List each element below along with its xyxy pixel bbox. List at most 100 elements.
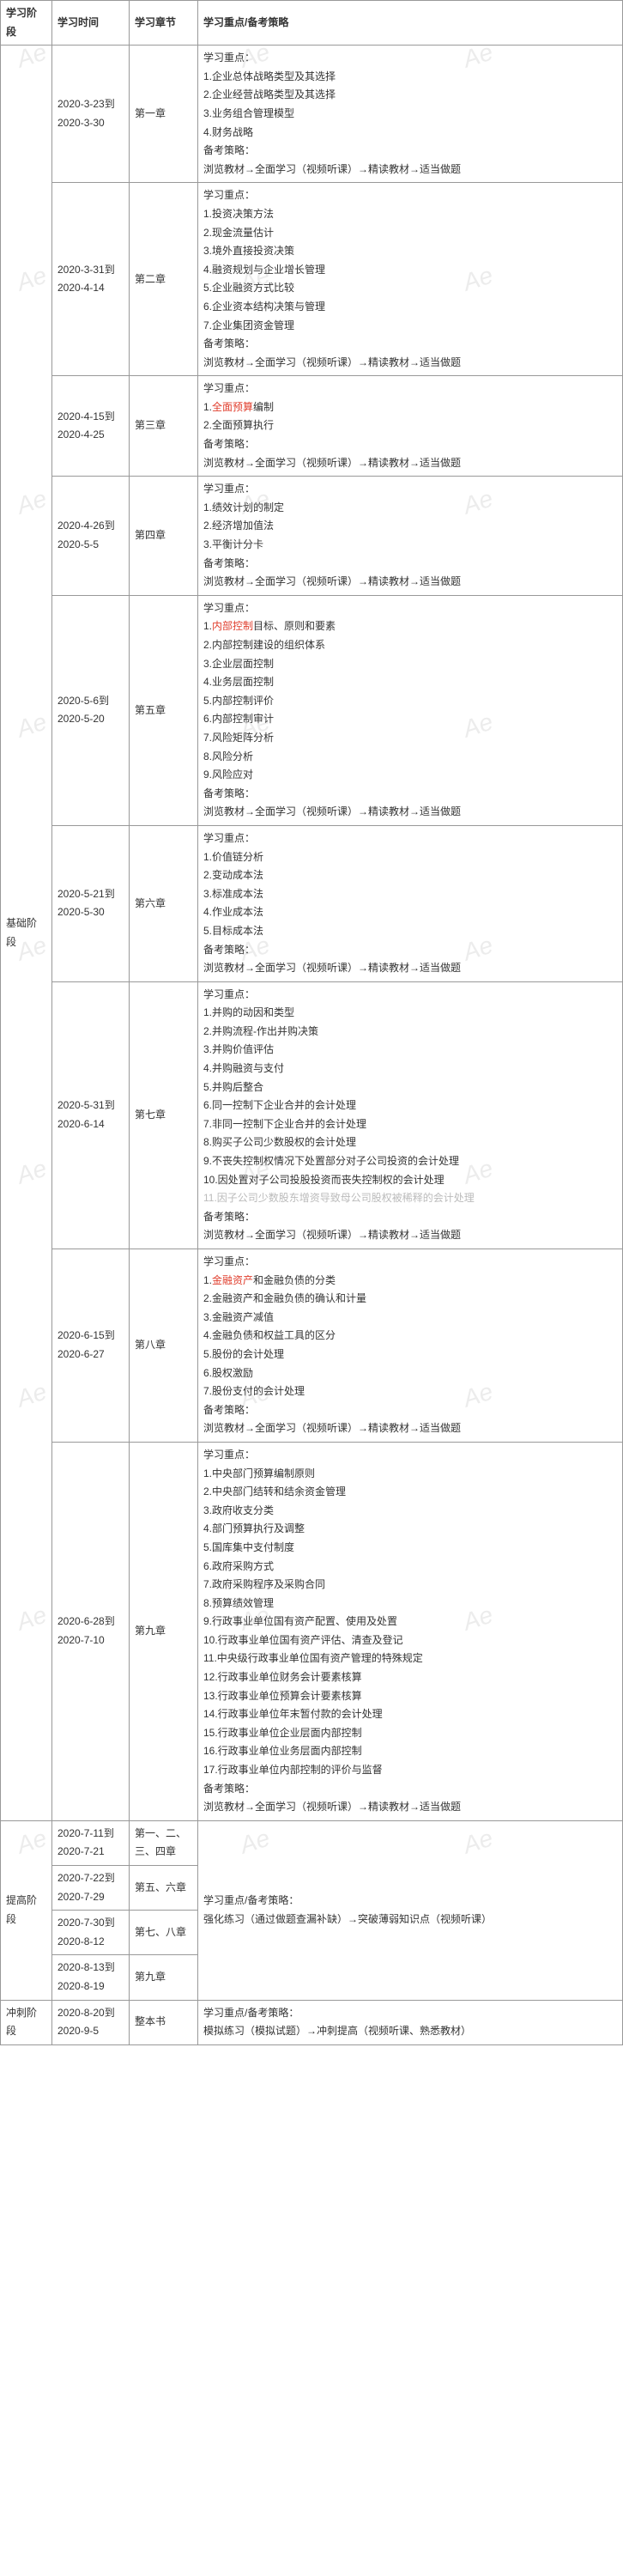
content-point: 9.行政事业单位国有资产配置、使用及处置 — [203, 1613, 617, 1631]
strategy-label: 备考策略： — [203, 435, 617, 454]
time-cell: 2020-3-23到2020-3-30 — [52, 46, 130, 183]
content-point: 5.国库集中支付制度 — [203, 1539, 617, 1558]
strategy-label: 备考策略： — [203, 941, 617, 960]
strategy-label: 备考策略： — [203, 785, 617, 804]
content-point: 6.企业资本结构决策与管理 — [203, 298, 617, 317]
content-cell: 学习重点：1.企业总体战略类型及其选择2.企业经营战略类型及其选择3.业务组合管… — [198, 46, 623, 183]
time-cell: 2020-3-31到2020-4-14 — [52, 183, 130, 376]
content-point: 1.企业总体战略类型及其选择 — [203, 68, 617, 87]
table-row: 2020-5-31到2020-6-14第七章学习重点：1.并购的动因和类型2.并… — [1, 981, 623, 1249]
content-point: 1.绩效计划的制定 — [203, 499, 617, 518]
content-point: 1.内部控制目标、原则和要素 — [203, 617, 617, 636]
content-cell: 学习重点：1.中央部门预算编制原则2.中央部门结转和结余资金管理3.政府收支分类… — [198, 1442, 623, 1820]
content-point: 8.预算绩效管理 — [203, 1595, 617, 1613]
content-point: 1.投资决策方法 — [203, 205, 617, 224]
content-point: 6.同一控制下企业合并的会计处理 — [203, 1097, 617, 1115]
header-stage: 学习阶段 — [1, 1, 52, 46]
time-cell: 2020-7-22到2020-7-29 — [52, 1866, 130, 1911]
strategy-text: 浏览教材→全面学习（视频听课）→精读教材→适当做题 — [203, 1798, 617, 1817]
strategy-label: 备考策略： — [203, 335, 617, 354]
content-point: 14.行政事业单位年末暂付款的会计处理 — [203, 1705, 617, 1724]
content-point: 1.金融资产和金融负债的分类 — [203, 1272, 617, 1291]
content-point: 3.业务组合管理模型 — [203, 105, 617, 124]
content-point: 7.风险矩阵分析 — [203, 729, 617, 748]
table-row: 基础阶段2020-3-23到2020-3-30第一章学习重点：1.企业总体战略类… — [1, 46, 623, 183]
content-cell: 学习重点：1.内部控制目标、原则和要素2.内部控制建设的组织体系3.企业层面控制… — [198, 595, 623, 825]
time-cell: 2020-7-30到2020-8-12 — [52, 1911, 130, 1955]
content-point: 10.因处置对子公司投股投资而丧失控制权的会计处理 — [203, 1171, 617, 1190]
strategy-label: 备考策略： — [203, 142, 617, 161]
content-point: 2.经济增加值法 — [203, 517, 617, 536]
table-row: 2020-4-26到2020-5-5第四章学习重点：1.绩效计划的制定2.经济增… — [1, 477, 623, 596]
table-row: 2020-6-15到2020-6-27第八章学习重点：1.金融资产和金融负债的分… — [1, 1249, 623, 1443]
strategy-label: 备考策略： — [203, 1780, 617, 1799]
content-point: 16.行政事业单位业务层面内部控制 — [203, 1742, 617, 1761]
time-cell: 2020-6-28到2020-7-10 — [52, 1442, 130, 1820]
chapter-cell: 第八章 — [130, 1249, 198, 1443]
time-cell: 2020-8-20到2020-9-5 — [52, 2000, 130, 2044]
table-row: 2020-5-21到2020-5-30第六章学习重点：1.价值链分析2.变动成本… — [1, 825, 623, 981]
header-time: 学习时间 — [52, 1, 130, 46]
strategy-text: 浏览教材→全面学习（视频听课）→精读教材→适当做题 — [203, 454, 617, 473]
strategy-text: 浏览教材→全面学习（视频听课）→精读教材→适当做题 — [203, 161, 617, 179]
content-point: 1.并购的动因和类型 — [203, 1004, 617, 1023]
content-lead: 学习重点： — [203, 49, 617, 68]
strategy-label: 备考策略： — [203, 555, 617, 574]
content-point: 5.目标成本法 — [203, 922, 617, 941]
study-plan-table: 学习阶段 学习时间 学习章节 学习重点/备考策略 基础阶段2020-3-23到2… — [0, 0, 623, 2045]
content-lead: 学习重点： — [203, 1446, 617, 1465]
emphasis: 全面预算 — [212, 401, 253, 413]
stage-cell: 冲刺阶段 — [1, 2000, 52, 2044]
content-point: 2.内部控制建设的组织体系 — [203, 636, 617, 655]
strategy-text: 浏览教材→全面学习（视频听课）→精读教材→适当做题 — [203, 354, 617, 373]
strategy-label: 备考策略： — [203, 1208, 617, 1227]
content-point: 3.标准成本法 — [203, 885, 617, 904]
emphasis: 内部控制 — [212, 620, 253, 632]
content-point: 2.中央部门结转和结余资金管理 — [203, 1483, 617, 1502]
content-point: 7.政府采购程序及采购合同 — [203, 1576, 617, 1595]
table-row: 2020-6-28到2020-7-10第九章学习重点：1.中央部门预算编制原则2… — [1, 1442, 623, 1820]
chapter-cell: 第七章 — [130, 981, 198, 1249]
content-lead: 学习重点： — [203, 380, 617, 398]
content-cell: 学习重点/备考策略：模拟练习（模拟试题）→冲刺提高（视频听课、熟悉教材） — [198, 2000, 623, 2044]
emphasis: 金融资产 — [212, 1274, 253, 1286]
content-point: 4.金融负债和权益工具的区分 — [203, 1327, 617, 1346]
content-cell: 学习重点：1.并购的动因和类型2.并购流程-作出并购决策3.并购价值评估4.并购… — [198, 981, 623, 1249]
content-cell: 学习重点：1.金融资产和金融负债的分类2.金融资产和金融负债的确认和计量3.金融… — [198, 1249, 623, 1443]
content-point: 3.企业层面控制 — [203, 655, 617, 674]
strategy-label: 备考策略： — [203, 1401, 617, 1420]
chapter-cell: 第九章 — [130, 1442, 198, 1820]
content-point: 7.企业集团资金管理 — [203, 317, 617, 336]
strategy-text: 浏览教材→全面学习（视频听课）→精读教材→适当做题 — [203, 1226, 617, 1245]
header-content: 学习重点/备考策略 — [198, 1, 623, 46]
content-point: 12.行政事业单位财务会计要素核算 — [203, 1668, 617, 1687]
content-lead: 学习重点： — [203, 186, 617, 205]
content-point: 2.金融资产和金融负债的确认和计量 — [203, 1290, 617, 1309]
table-row: 提高阶段2020-7-11到2020-7-21第一、二、三、四章学习重点/备考策… — [1, 1820, 623, 1865]
table-row: 冲刺阶段2020-8-20到2020-9-5整本书学习重点/备考策略：模拟练习（… — [1, 2000, 623, 2044]
content-point: 9.风险应对 — [203, 766, 617, 785]
content-point: 1.全面预算编制 — [203, 398, 617, 417]
content-lead: 学习重点： — [203, 1253, 617, 1272]
content-lead: 学习重点/备考策略： — [203, 2004, 617, 2023]
strategy-text: 浏览教材→全面学习（视频听课）→精读教材→适当做题 — [203, 1419, 617, 1438]
content-point: 4.作业成本法 — [203, 903, 617, 922]
content-point: 15.行政事业单位企业层面内部控制 — [203, 1724, 617, 1743]
content-point: 3.并购价值评估 — [203, 1041, 617, 1060]
chapter-cell: 第一章 — [130, 46, 198, 183]
content-point: 6.政府采购方式 — [203, 1558, 617, 1577]
content-lead: 学习重点/备考策略： — [203, 1892, 617, 1911]
content-point: 7.股份支付的会计处理 — [203, 1382, 617, 1401]
strategy-text: 浏览教材→全面学习（视频听课）→精读教材→适当做题 — [203, 803, 617, 822]
content-point: 6.内部控制审计 — [203, 710, 617, 729]
content-point: 6.股权激励 — [203, 1364, 617, 1383]
time-cell: 2020-4-15到2020-4-25 — [52, 376, 130, 477]
stage-cell: 基础阶段 — [1, 46, 52, 1821]
content-point: 7.非同一控制下企业合并的会计处理 — [203, 1115, 617, 1134]
content-point: 2.全面预算执行 — [203, 416, 617, 435]
content-cell: 学习重点：1.绩效计划的制定2.经济增加值法3.平衡计分卡备考策略：浏览教材→全… — [198, 477, 623, 596]
content-text: 强化练习（通过做题查漏补缺）→突破薄弱知识点（视频听课） — [203, 1911, 617, 1929]
content-point: 5.内部控制评价 — [203, 692, 617, 711]
content-point: 3.金融资产减值 — [203, 1309, 617, 1327]
content-lead: 学习重点： — [203, 599, 617, 618]
